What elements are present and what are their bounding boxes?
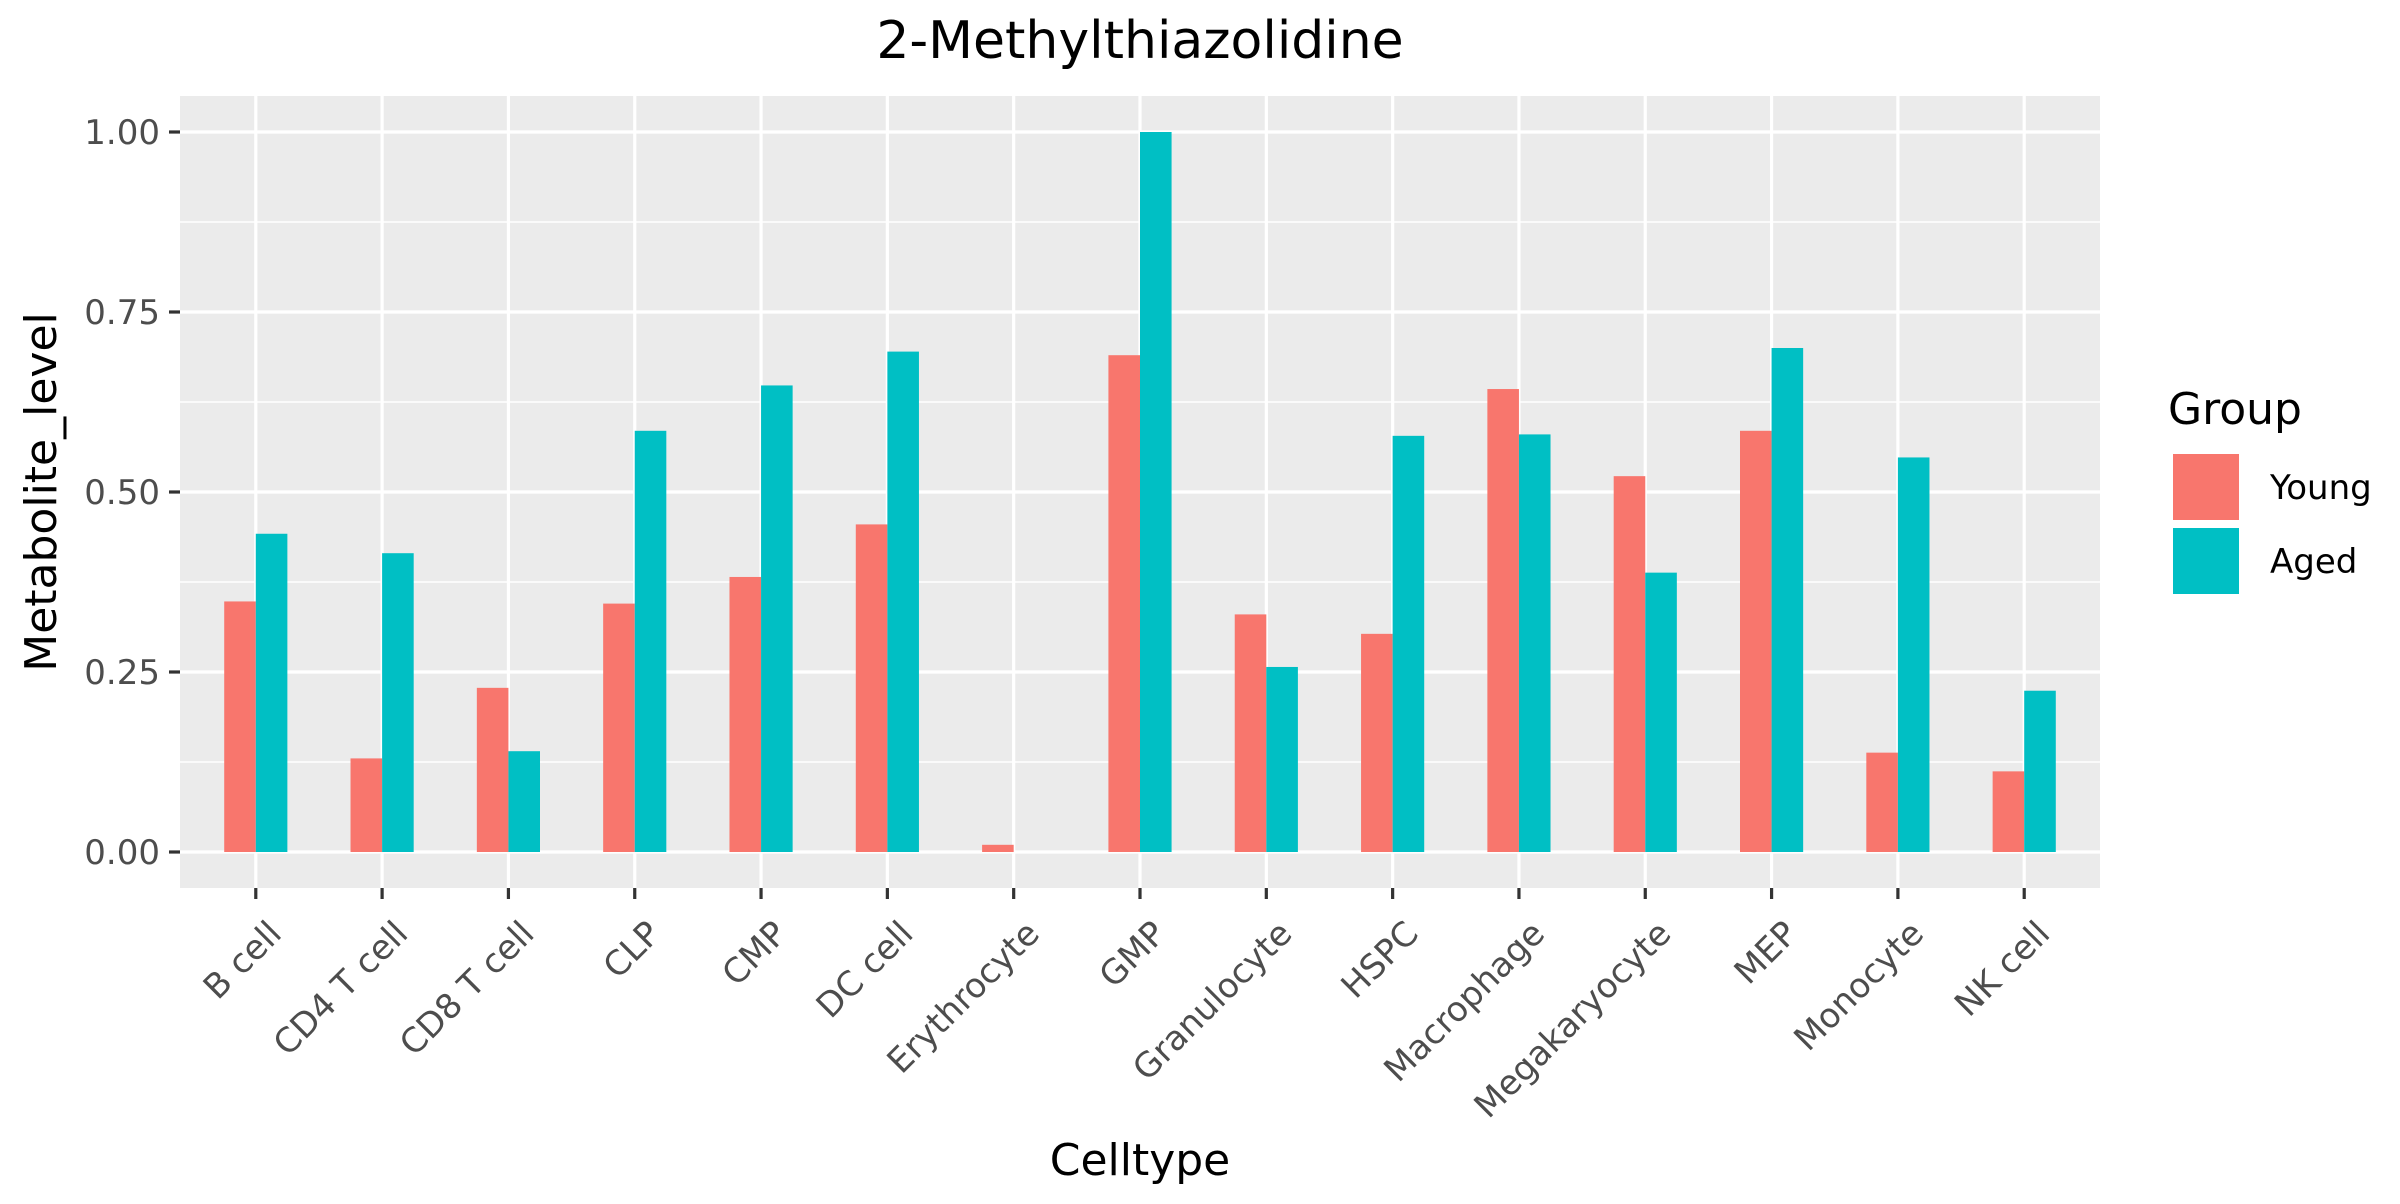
bar-aged-monocyte: [1897, 457, 1930, 852]
y-axis: 0.00 0.25 0.50 0.75 1.00: [84, 113, 180, 873]
bar-young-erythrocyte: [982, 844, 1014, 852]
y-tick-label: 0.00: [84, 833, 160, 873]
bar-aged-hspc: [1392, 435, 1425, 852]
bar-aged-b-cell: [255, 533, 288, 852]
chart-title: 2-Methylthiazolidine: [876, 11, 1403, 71]
x-tick-label: CLP: [596, 914, 669, 987]
bar-aged-macrophage: [1518, 434, 1551, 852]
bar-aged-megakaryocyte: [1645, 572, 1677, 852]
y-tick-label: 0.25: [84, 653, 160, 693]
bar-young-gmp: [1108, 355, 1140, 852]
x-tick-label: GMP: [1092, 914, 1174, 996]
bar-aged-cd4-t-cell: [382, 553, 414, 852]
bar-aged-cd8-t-cell: [508, 751, 540, 852]
legend: Group Young Aged: [2168, 384, 2372, 594]
bar-young-macrophage: [1487, 389, 1519, 852]
legend-label-young: Young: [2269, 468, 2372, 508]
x-tick-label: CD4 T cell: [266, 914, 416, 1064]
y-tick-label: 0.75: [84, 293, 160, 333]
bar-young-monocyte: [1866, 752, 1898, 852]
bars: [224, 132, 2056, 852]
bar-aged-dc-cell: [887, 351, 919, 852]
bar-aged-mep: [1771, 348, 1804, 852]
bar-young-nk-cell: [1992, 771, 2025, 852]
bar-aged-nk-cell: [2024, 690, 2056, 852]
y-tick-label: 0.50: [84, 473, 160, 513]
bar-aged-gmp: [1140, 132, 1172, 852]
bar-young-cd8-t-cell: [476, 687, 509, 852]
legend-swatch-aged: [2173, 528, 2239, 594]
x-axis-title: Celltype: [1050, 1135, 1231, 1186]
x-tick-label: CD8 T cell: [392, 914, 542, 1064]
bar-young-granulocyte: [1234, 614, 1267, 852]
x-tick-label: DC cell: [809, 914, 922, 1027]
bar-aged-cmp: [761, 385, 793, 852]
bar-young-megakaryocyte: [1613, 476, 1646, 852]
bar-young-clp: [603, 603, 635, 852]
y-tick-label: 1.00: [84, 113, 160, 153]
x-tick-label: Monocyte: [1786, 914, 1931, 1059]
legend-label-aged: Aged: [2270, 542, 2357, 582]
x-tick-label: NK cell: [1947, 914, 2058, 1025]
x-tick-label: HSPC: [1334, 914, 1427, 1007]
legend-title: Group: [2168, 384, 2302, 435]
x-tick-label: MEP: [1727, 914, 1806, 993]
bar-young-hspc: [1361, 633, 1393, 852]
y-axis-title: Metabolite_level: [16, 312, 67, 672]
bar-young-dc-cell: [855, 524, 888, 852]
bar-young-cd4-t-cell: [350, 758, 383, 852]
bar-aged-clp: [634, 430, 667, 852]
bar-young-mep: [1740, 430, 1772, 852]
bar-young-cmp: [729, 576, 762, 852]
x-tick-label: B cell: [196, 914, 290, 1008]
legend-swatch-young: [2173, 454, 2239, 520]
bar-aged-granulocyte: [1266, 666, 1298, 852]
bar-young-b-cell: [224, 601, 256, 852]
x-tick-label: CMP: [715, 914, 795, 994]
